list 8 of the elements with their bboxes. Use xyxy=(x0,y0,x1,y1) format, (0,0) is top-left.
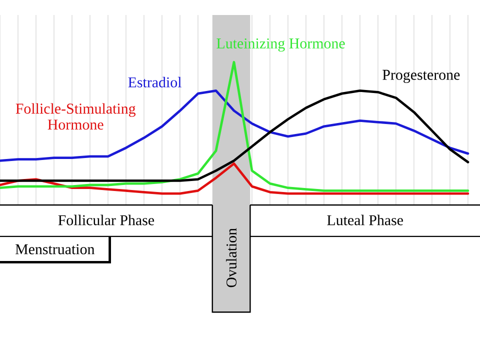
text: Follicle-Stimulating Hormone xyxy=(16,103,136,130)
text: Menstruation xyxy=(15,244,95,254)
text: Follicular Phase xyxy=(58,214,154,226)
text: Ovulation xyxy=(226,228,237,288)
series-label: Luteinizing Hormone xyxy=(216,38,345,52)
series-label: Estradiol xyxy=(128,76,182,88)
text: Luteal Phase xyxy=(327,214,403,226)
series-label: Progesterone xyxy=(382,70,460,83)
